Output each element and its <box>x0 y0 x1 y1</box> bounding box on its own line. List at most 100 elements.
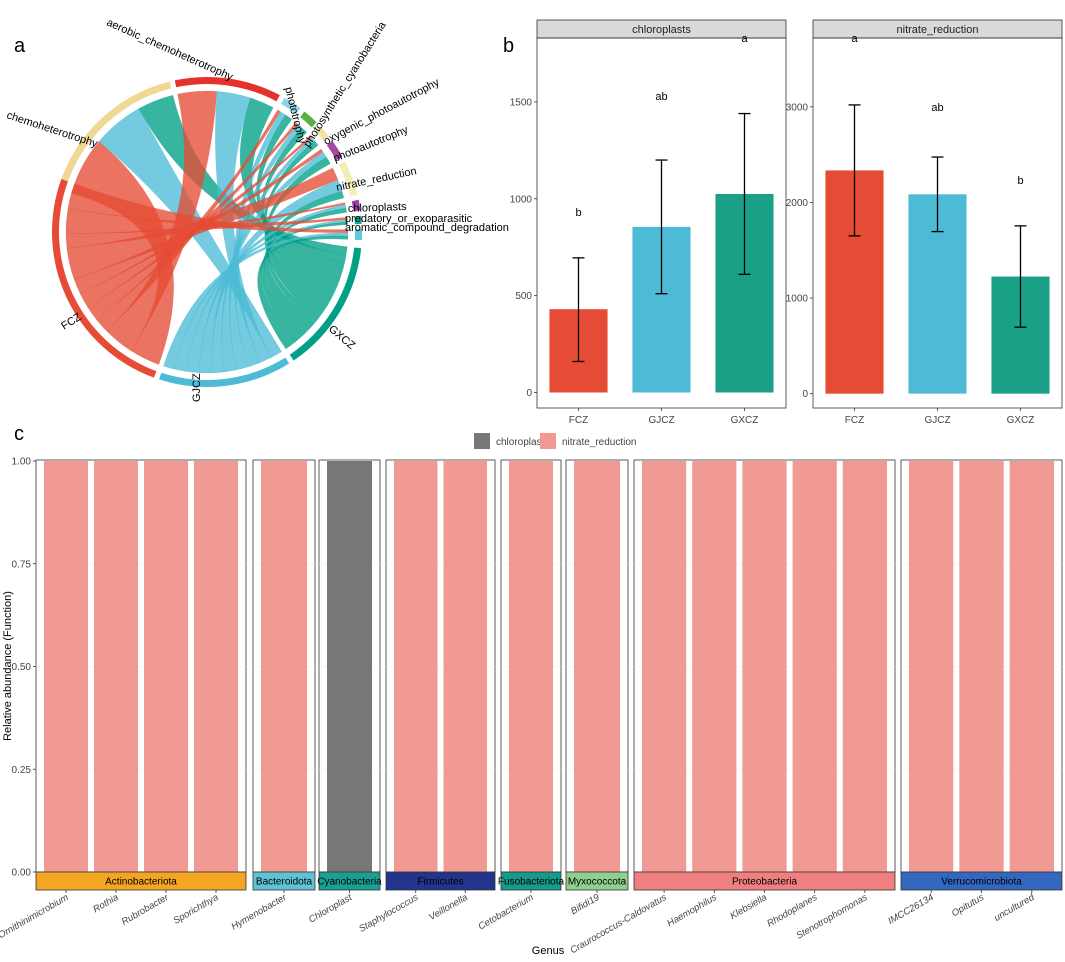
phylum-label-fusobacteriota: Fusobacteriota <box>498 877 565 888</box>
sector-oxygenic-photoautotrophy <box>315 126 330 141</box>
genus-label-staphylococcus: Staphylococcus <box>357 892 420 935</box>
x-tick-label: GXCZ <box>1007 415 1035 426</box>
genus-label-rothia: Rothia <box>91 892 120 915</box>
phylum-strip-cyanobacteria <box>318 871 381 891</box>
phylum-label-firmicutes: Firmicutes <box>417 877 463 888</box>
phylum-strip-myxococcota <box>565 871 629 891</box>
y-tick-label: 0 <box>526 388 532 399</box>
sector-label-chemoheterotrophy: chemoheterotrophy <box>5 109 99 150</box>
facet-strip-label: chloroplasts <box>632 24 691 36</box>
sector-label-aerobic-chemoheterotrophy: aerobic_chemoheterotrophy <box>105 17 235 84</box>
bar-rhodoplanes <box>792 461 837 872</box>
x-tick-label: FCZ <box>569 415 588 426</box>
panel-label-a: a <box>14 35 26 57</box>
bar-ornithinimicrobium <box>44 461 88 872</box>
chord-diagram: chemoheterotrophyaerobic_chemoheterotrop… <box>5 17 509 402</box>
x-tick-label: GJCZ <box>648 415 674 426</box>
facet-myxococcota: Bifidi19 Myxococcota <box>565 459 629 917</box>
bar-opitutus <box>959 461 1004 872</box>
legend-label-nitrate-reduction: nitrate_reduction <box>562 437 637 448</box>
genus-label-klebsiella: Klebsiella <box>728 892 769 922</box>
chord-link-aromatic-compound-degradation-gxcz <box>257 235 349 350</box>
chord-links <box>65 90 349 374</box>
legend-key-chloroplasts <box>474 433 490 449</box>
genus-label-cetobacterium: Cetobacterium <box>476 892 535 932</box>
phylum-strip-fusobacteriota <box>500 871 562 891</box>
y-tick-label: 500 <box>515 291 532 302</box>
legend: chloroplasts nitrate_reduction <box>474 433 637 449</box>
chord-link-phototrophy-fcz <box>96 109 281 332</box>
bar-uncultured <box>1009 461 1054 872</box>
phylum-strip-proteobacteria <box>633 871 896 891</box>
phylum-strip-firmicutes <box>385 871 496 891</box>
facet-verrucomicrobiota: IMCC26134 Opitutus uncultured Verrucomicrob… <box>886 459 1063 927</box>
sector-aromatic-compound-degradation <box>354 229 362 241</box>
phylum-strip-bacteroidota <box>252 871 316 891</box>
phylum-label-verrucomicrobiota: Verrucomicrobiota <box>941 877 1022 888</box>
y-tick-label: 0 <box>802 389 808 400</box>
bar-rubrobacter <box>144 461 188 872</box>
x-tick-label: GJCZ <box>924 415 950 426</box>
genus-label-ornithinimicrobium: Ornithinimicrobium <box>0 892 71 941</box>
facet-nitrate-reduction: nitrate_reduction 0 1000 2000 3000 a FCZ ab GJCZ… <box>786 19 1063 426</box>
significance-label: b <box>575 207 581 219</box>
panel-label-c: c <box>14 423 24 445</box>
bar-veillonella <box>443 461 487 872</box>
sector-label-aromatic-compound-degradation: aromatic_compound_degradation <box>345 222 509 234</box>
x-tick-label: GXCZ <box>731 415 759 426</box>
panel-label-b: b <box>503 35 514 57</box>
chord-link-photosynthetic-cyanobacteria-fcz <box>87 122 299 321</box>
y-tick-label: 0.25 <box>12 765 32 776</box>
y-tick-label: 1500 <box>510 97 533 108</box>
y-tick-label: 2000 <box>786 198 809 209</box>
bar-hymenobacter <box>261 461 307 872</box>
genus-label-haemophilus: Haemophilus <box>665 892 719 929</box>
phylum-strip-verrucomicrobiota <box>900 871 1063 891</box>
significance-label: ab <box>655 91 667 103</box>
bar-staphylococcus <box>394 461 438 872</box>
y-tick-label: 1.00 <box>12 457 32 468</box>
bar-rothia <box>94 461 138 872</box>
significance-label: b <box>1017 175 1023 187</box>
genus-label-hymenobacter: Hymenobacter <box>229 892 289 933</box>
chord-link-predatory-or-exoparasitic-gxcz <box>260 221 349 343</box>
bar-sporichthya <box>194 461 238 872</box>
facet-cyanobacteria: Chloroplast Cyanobacteria <box>307 459 382 926</box>
facet-chloroplasts: chloroplasts 0 500 1000 1500 b FCZ ab GJCZ a GXCZ <box>510 19 787 426</box>
sector-gjcz <box>159 357 290 387</box>
bar-stenotrophomonas <box>842 461 887 872</box>
chord-link-aerobic-chemoheterotrophy-fcz <box>106 90 218 352</box>
significance-label: ab <box>931 102 943 114</box>
y-axis-title: Relative abundance (Function) <box>2 591 14 741</box>
genus-label-chloroplast: Chloroplast <box>307 892 354 926</box>
legend-label-chloroplasts: chloroplasts <box>496 437 549 448</box>
sector-label-chloroplasts: chloroplasts <box>348 201 408 215</box>
significance-label: a <box>741 33 748 45</box>
significance-label: a <box>851 33 858 45</box>
y-tick-label: 0.00 <box>12 868 32 879</box>
facet-actinobacteriota: Ornithinimicrobium Rothia Rubrobacter Spori… <box>0 459 247 941</box>
x-axis-title: Genus <box>532 945 565 957</box>
legend-key-nitrate-reduction <box>540 433 556 449</box>
genus-label-sporichthya: Sporichthya <box>172 892 221 927</box>
genus-label-uncultured: uncultured <box>992 892 1037 924</box>
sector-predatory-or-exoparasitic <box>354 215 362 225</box>
chord-link-aromatic-compound-degradation-fcz <box>67 183 349 233</box>
phylum-label-cyanobacteria: Cyanobacteria <box>317 877 382 888</box>
group-label-gjcz: GJCZ <box>191 373 203 402</box>
sector-phototrophy <box>281 97 301 114</box>
sector-photoautotrophy <box>326 140 343 161</box>
facet-fusobacteriota: Cetobacterium Fusobacteriota <box>476 459 565 932</box>
chord-link-nitrate-reduction-gxcz <box>266 190 345 325</box>
bar-chloroplast <box>327 461 372 872</box>
phylum-strip-actinobacteriota <box>35 871 247 891</box>
sector-gxcz <box>289 247 362 361</box>
sector-fcz <box>51 178 157 378</box>
bar-haemophilus <box>692 461 737 872</box>
y-tick-label: 1000 <box>510 194 533 205</box>
bar-imcc26134 <box>909 461 954 872</box>
x-tick-label: FCZ <box>845 415 864 426</box>
phylum-label-myxococcota: Myxococcota <box>568 877 627 888</box>
bar-klebsiella <box>742 461 787 872</box>
